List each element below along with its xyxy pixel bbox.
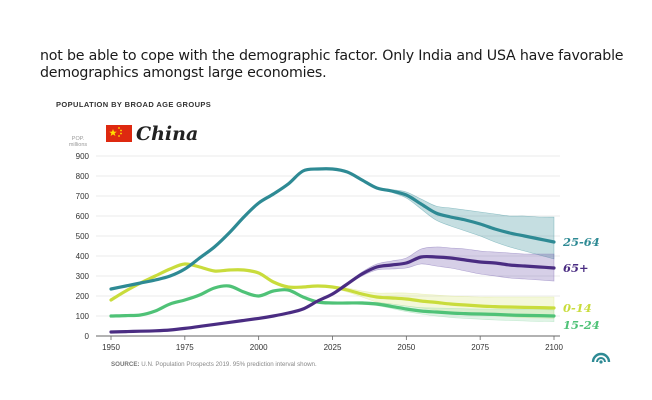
publisher-logo-icon <box>591 352 611 364</box>
series-line-15-24 <box>109 284 556 318</box>
y-tick-label: 100 <box>76 312 90 321</box>
y-axis-ticks: 0 100 200 300 400 500 600 700 800 900 <box>76 152 90 341</box>
y-tick-label: 600 <box>76 212 90 221</box>
x-tick-label: 1975 <box>176 343 194 352</box>
x-tick-label: 2075 <box>471 343 489 352</box>
series-labels: 15-24 0-14 65+ 25-64 <box>562 235 600 332</box>
x-tick-label: 1950 <box>102 343 120 352</box>
y-tick-label: 300 <box>76 272 90 281</box>
source-note: SOURCE: U.N. Population Prospects 2019. … <box>111 361 317 368</box>
y-tick-label: 500 <box>76 232 90 241</box>
x-tick-label: 2000 <box>250 343 268 352</box>
x-axis-ticks: 1950 1975 2000 2025 2050 2075 2100 <box>102 336 563 352</box>
series-label-65+: 65+ <box>563 261 589 275</box>
source-text: U.N. Population Prospects 2019. 95% pred… <box>141 361 317 368</box>
gridlines <box>96 155 560 337</box>
series-line-25-64 <box>109 167 556 291</box>
y-tick-label: 200 <box>76 292 90 301</box>
series-label-15-24: 15-24 <box>563 318 600 332</box>
y-axis-label-line1: POP. <box>72 136 85 142</box>
chart-header: POP. millions China <box>69 123 198 148</box>
x-tick-label: 2050 <box>397 343 415 352</box>
china-flag-icon <box>106 125 132 142</box>
y-axis-label-line2: millions <box>69 142 88 148</box>
y-tick-label: 800 <box>76 172 90 181</box>
series-label-0-14: 0-14 <box>563 301 592 315</box>
chart-title: POPULATION BY BROAD AGE GROUPS <box>56 100 212 109</box>
y-tick-label: 0 <box>85 332 90 341</box>
x-tick-label: 2100 <box>545 343 563 352</box>
y-tick-label: 900 <box>76 152 90 161</box>
prediction-bands <box>317 168 555 322</box>
series-label-25-64: 25-64 <box>562 235 600 249</box>
intro-paragraph: not be able to cope with the demographic… <box>40 48 624 81</box>
series-line-65+ <box>109 254 556 334</box>
series-lines <box>109 167 556 334</box>
x-tick-label: 2025 <box>324 343 342 352</box>
source-label: SOURCE: <box>111 361 140 368</box>
y-tick-label: 700 <box>76 192 90 201</box>
y-tick-label: 400 <box>76 252 90 261</box>
series-line-0-14 <box>109 262 556 310</box>
country-name: China <box>136 123 198 145</box>
